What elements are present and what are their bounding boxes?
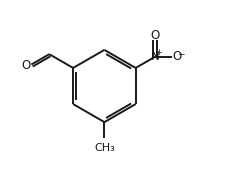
Text: O: O bbox=[172, 50, 181, 63]
Text: O: O bbox=[21, 59, 30, 72]
Text: −: − bbox=[177, 49, 184, 58]
Text: O: O bbox=[150, 29, 159, 42]
Text: +: + bbox=[155, 49, 162, 57]
Text: N: N bbox=[150, 50, 159, 63]
Text: CH₃: CH₃ bbox=[94, 143, 114, 153]
